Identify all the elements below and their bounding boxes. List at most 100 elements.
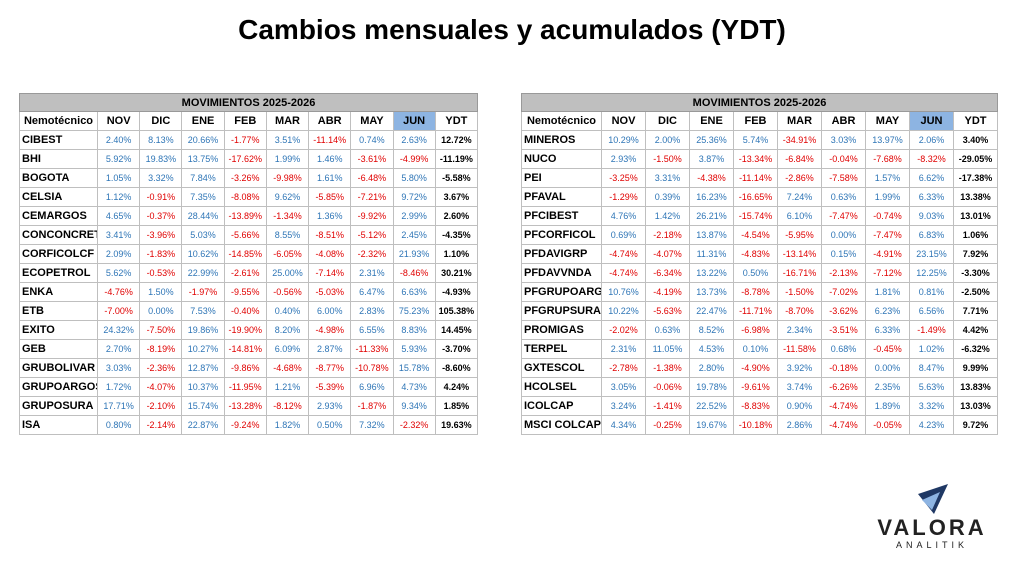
cell: 2.80% bbox=[689, 358, 734, 378]
cell: 22.87% bbox=[181, 415, 225, 435]
cell: 5.92% bbox=[96, 149, 141, 169]
cell: -5.39% bbox=[308, 377, 352, 397]
cell: -5.03% bbox=[308, 282, 352, 302]
ticker: CEMARGOS bbox=[19, 206, 98, 226]
cell: 1.82% bbox=[265, 415, 310, 435]
cell: 0.15% bbox=[821, 244, 866, 264]
cell: -4.74% bbox=[821, 396, 866, 416]
cell: 6.47% bbox=[350, 282, 394, 302]
cell: -8.08% bbox=[223, 187, 267, 207]
column-header: ENE bbox=[689, 111, 734, 131]
data-row: PROMIGAS -2.02% 0.63% 8.52% -6.98% 2.34% -3.51… bbox=[521, 320, 998, 340]
cell: -5.58% bbox=[434, 168, 479, 188]
cell: 30.21% bbox=[434, 263, 479, 283]
cell: 0.00% bbox=[139, 301, 183, 321]
column-header: MAR bbox=[777, 111, 822, 131]
cell: 3.51% bbox=[265, 130, 310, 150]
cell: -10.78% bbox=[350, 358, 394, 378]
cell: 5.80% bbox=[392, 168, 436, 188]
cell: 25.36% bbox=[689, 130, 734, 150]
cell: -29.05% bbox=[953, 149, 998, 169]
data-row: ECOPETROL 5.62% -0.53% 22.99% -2.61% 25.00% -7… bbox=[19, 263, 479, 283]
cell: 0.68% bbox=[821, 339, 866, 359]
cell: -4.93% bbox=[434, 282, 479, 302]
ticker: GEB bbox=[19, 339, 98, 359]
cell: -1.34% bbox=[265, 206, 310, 226]
cell: -11.71% bbox=[733, 301, 778, 321]
cell: -1.77% bbox=[223, 130, 267, 150]
cell: -6.05% bbox=[265, 244, 310, 264]
cell: -3.25% bbox=[601, 168, 646, 188]
cell: -1.49% bbox=[909, 320, 954, 340]
cell: 14.45% bbox=[434, 320, 479, 340]
cell: 5.03% bbox=[181, 225, 225, 245]
header-row: Nemotécnico NOV DIC ENE FEB MAR ABR MAY JUN YDT bbox=[19, 111, 479, 131]
cell: 10.37% bbox=[181, 377, 225, 397]
data-row: GRUBOLIVAR 3.03% -2.36% 12.87% -9.86% -4.68% -… bbox=[19, 358, 479, 378]
cell: -8.70% bbox=[777, 301, 822, 321]
ticker: PROMIGAS bbox=[521, 320, 602, 340]
cell: -2.32% bbox=[392, 415, 436, 435]
page-title: Cambios mensuales y acumulados (YDT) bbox=[238, 14, 786, 45]
ticker: MINEROS bbox=[521, 130, 602, 150]
cell: 3.03% bbox=[821, 130, 866, 150]
cell: -8.77% bbox=[308, 358, 352, 378]
cell: -4.54% bbox=[733, 225, 778, 245]
cell: 1.42% bbox=[645, 206, 690, 226]
cell: 12.72% bbox=[434, 130, 479, 150]
cell: -2.02% bbox=[601, 320, 646, 340]
cell: 8.20% bbox=[265, 320, 310, 340]
cell: -1.38% bbox=[645, 358, 690, 378]
cell: 4.23% bbox=[909, 415, 954, 435]
cell: -3.51% bbox=[821, 320, 866, 340]
cell: 2.06% bbox=[909, 130, 954, 150]
data-row: CORFICOLCF 2.09% -1.83% 10.62% -14.85% -6.05%… bbox=[19, 244, 479, 264]
cell: -4.38% bbox=[689, 168, 734, 188]
cell: -7.12% bbox=[865, 263, 910, 283]
movements-table: MOVIMIENTOS 2025-2026 Nemotécnico NOV DIC EN… bbox=[521, 93, 998, 435]
cell: -17.62% bbox=[223, 149, 267, 169]
ticker: PFCORFICOL bbox=[521, 225, 602, 245]
cell: 6.33% bbox=[909, 187, 954, 207]
cell: 13.83% bbox=[953, 377, 998, 397]
ticker: PFGRUPSURA bbox=[521, 301, 602, 321]
cell: 4.24% bbox=[434, 377, 479, 397]
cell: -4.74% bbox=[821, 415, 866, 435]
cell: 19.86% bbox=[181, 320, 225, 340]
cell: 6.56% bbox=[909, 301, 954, 321]
column-header: NOV bbox=[601, 111, 646, 131]
cell: -0.25% bbox=[645, 415, 690, 435]
cell: -2.32% bbox=[350, 244, 394, 264]
cell: 22.47% bbox=[689, 301, 734, 321]
data-row: GRUPOSURA 17.71% -2.10% 15.74% -13.28% -8.12%… bbox=[19, 396, 479, 416]
cell: -4.76% bbox=[96, 282, 141, 302]
ticker: CIBEST bbox=[19, 130, 98, 150]
cell: 5.62% bbox=[96, 263, 141, 283]
cell: 1.46% bbox=[308, 149, 352, 169]
cell: 1.06% bbox=[953, 225, 998, 245]
cell: 1.72% bbox=[96, 377, 141, 397]
cell: 24.32% bbox=[96, 320, 141, 340]
cell: 2.93% bbox=[308, 396, 352, 416]
cell: -4.07% bbox=[139, 377, 183, 397]
cell: 9.03% bbox=[909, 206, 954, 226]
cell: -13.34% bbox=[733, 149, 778, 169]
cell: 0.63% bbox=[645, 320, 690, 340]
cell: -2.61% bbox=[223, 263, 267, 283]
cell: -14.81% bbox=[223, 339, 267, 359]
cell: 2.86% bbox=[777, 415, 822, 435]
cell: -4.99% bbox=[392, 149, 436, 169]
ticker: BHI bbox=[19, 149, 98, 169]
ticker: CORFICOLCF bbox=[19, 244, 98, 264]
cell: 1.02% bbox=[909, 339, 954, 359]
data-row: ICOLCAP 3.24% -1.41% 22.52% -8.83% 0.90% -4.74… bbox=[521, 396, 998, 416]
cell: 3.74% bbox=[777, 377, 822, 397]
column-header: JUN bbox=[392, 111, 436, 131]
data-row: MSCI COLCAP 4.34% -0.25% 19.67% -10.18% 2.86%… bbox=[521, 415, 998, 435]
cell: -4.74% bbox=[601, 244, 646, 264]
cell: -7.68% bbox=[865, 149, 910, 169]
cell: 15.78% bbox=[392, 358, 436, 378]
cell: 10.62% bbox=[181, 244, 225, 264]
ticker: GRUPOARGOS bbox=[19, 377, 98, 397]
data-row: HCOLSEL 3.05% -0.06% 19.78% -9.61% 3.74% -6.26… bbox=[521, 377, 998, 397]
